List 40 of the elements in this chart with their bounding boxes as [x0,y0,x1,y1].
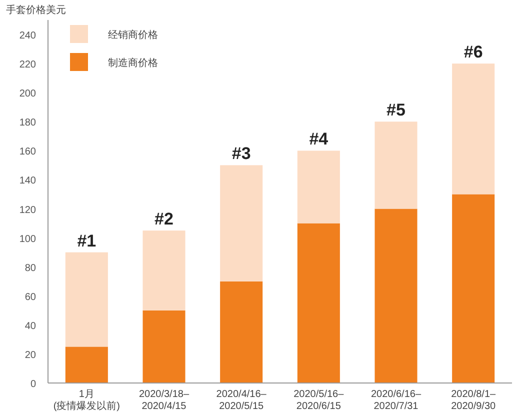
y-tick-label: 220 [19,60,36,71]
annotation: #3 [232,144,251,164]
legend-label: 经销商价格 [108,29,158,41]
y-tick-label: 200 [19,88,36,100]
bar [220,165,263,282]
y-tick-label: 40 [24,320,36,332]
bar [142,230,186,310]
bar [374,122,418,209]
y-tick-label: 160 [19,146,36,158]
y-tick-label: 180 [19,118,36,129]
bar [220,281,263,383]
y-tick-label: 120 [19,204,36,216]
legend-label: 制造商价格 [108,57,158,69]
y-tick-label: 140 [19,176,36,187]
annotation: #1 [77,231,96,250]
x-tick-label: 2020/8/1– 2020/9/30 [451,389,496,412]
bar [297,150,340,224]
y-tick-label: 0 [30,379,36,390]
bar [452,194,495,383]
y-tick-label: 60 [24,292,36,303]
annotation: #5 [386,100,406,120]
y-tick-label: 20 [24,350,36,361]
annotation: #2 [154,210,174,229]
bar [452,64,495,194]
bar [374,208,418,383]
y-tick-label: 240 [19,30,36,42]
bar [65,252,108,347]
bar [297,223,340,383]
x-tick-label: 2020/5/16– 2020/6/15 [294,389,344,412]
y-tick-label: 80 [24,262,36,274]
bar [142,310,186,383]
bar [65,346,108,383]
x-tick-label: 1月 (疫情爆发以前) [53,389,120,412]
annotation: #6 [464,42,483,62]
x-tick-label: 2020/4/16– 2020/5/15 [216,389,267,412]
y-axis-title: 手套价格美元 [6,4,66,16]
x-tick-label: 2020/6/16– 2020/7/31 [370,389,422,412]
x-tick-label: 2020/3/18– 2020/4/15 [138,389,190,412]
annotation: #4 [309,130,329,149]
y-tick-label: 100 [19,234,36,245]
